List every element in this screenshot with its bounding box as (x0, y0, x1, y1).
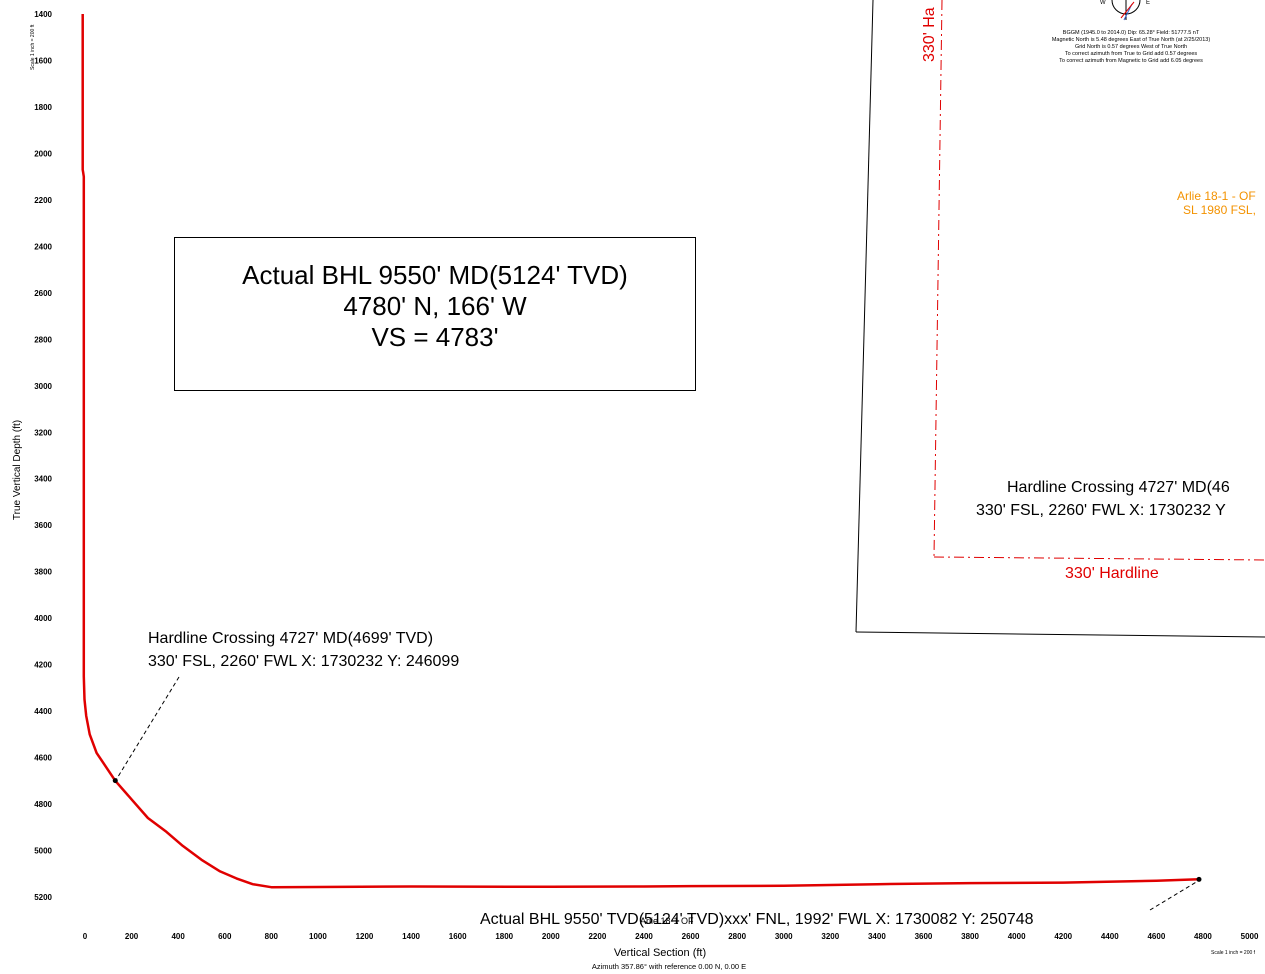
x-axis-label: Vertical Section (ft) (614, 947, 706, 959)
x-axis-sublabel: Azimuth 357.86° with reference 0.00 N, 0… (592, 962, 746, 971)
y-tick-label: 2400 (34, 242, 52, 251)
bhl-leader (1149, 880, 1199, 911)
y-tick-label: 1800 (34, 103, 52, 112)
hardline-annotation-line1: Hardline Crossing 4727' MD(4699' TVD) (148, 630, 433, 647)
x-tick-label: 1800 (495, 932, 513, 941)
hardline-leader (115, 676, 180, 781)
x-tick-label: 2800 (728, 932, 746, 941)
bhl-summary-box: Actual BHL 9550' MD(5124' TVD) 4780' N, … (174, 237, 696, 391)
x-tick-label: 1600 (449, 932, 467, 941)
scale-left: Scale 1 inch = 200 ft (30, 24, 36, 70)
x-tick-label: 600 (218, 932, 232, 941)
hardline-horizontal (933, 556, 1265, 561)
inset-well-sl: SL 1980 FSL, (1183, 203, 1256, 217)
x-tick-label: 2200 (588, 932, 606, 941)
y-tick-label: 2000 (34, 149, 52, 158)
scale-right: Scale 1 inch = 200 f (1211, 950, 1256, 956)
y-tick-label: 1400 (34, 10, 52, 19)
x-tick-label: 2000 (542, 932, 560, 941)
compass-icon (1111, 0, 1141, 21)
y-tick-label: 3800 (34, 568, 52, 577)
x-tick-label: 3600 (915, 932, 933, 941)
compass-e: E (1146, 0, 1150, 6)
inset-crossing-line1: Hardline Crossing 4727' MD(46 (1007, 479, 1230, 496)
x-tick-label: 1400 (402, 932, 420, 941)
x-tick-label: 3400 (868, 932, 886, 941)
x-tick-label: 1000 (309, 932, 327, 941)
y-tick-label: 4600 (34, 754, 52, 763)
y-tick-label: 5000 (34, 847, 52, 856)
y-tick-label: 1600 (34, 56, 52, 65)
y-tick-label: 4400 (34, 707, 52, 716)
x-tick-label: 200 (125, 932, 139, 941)
bhl-annotation: Actual BHL 9550' TVD(5124' TVD)xxx' FNL,… (480, 911, 1034, 928)
bhl-summary-line: Actual BHL 9550' MD(5124' TVD) (242, 260, 628, 290)
x-tick-label: 400 (171, 932, 185, 941)
series-line (81, 14, 1200, 889)
y-tick-label: 4000 (34, 614, 52, 623)
hardline-bottom-label: 330' Hardline (1065, 565, 1159, 582)
magnetic-note: Magnetic North is 5.48 degrees East of T… (1052, 37, 1211, 43)
hardline-vertical-label: 330' Ha (921, 7, 938, 62)
bhl-summary-line: 4780' N, 166' W (343, 291, 527, 321)
y-tick-label: 2200 (34, 196, 52, 205)
x-tick-label: 2600 (682, 932, 700, 941)
x-tick-label: 4000 (1008, 932, 1026, 941)
y-tick-label: 3000 (34, 382, 52, 391)
y-axis-label: True Vertical Depth (ft) (12, 420, 23, 520)
lease-boundary-bottom (855, 631, 1265, 638)
plan-view-inset: 330' Ha 330' Hardline Hardline Crossing … (855, 0, 1265, 638)
x-tick-label: 4200 (1054, 932, 1072, 941)
y-axis: 1400 1600 1800 2000 2200 2400 2600 2800 3000 3200… (34, 10, 52, 902)
magnetic-notes: BGGM (1945.0 to 2014.0) Dip: 65.28° Fiel… (1052, 30, 1211, 64)
x-tick-label: 3200 (821, 932, 839, 941)
x-tick-label: 4800 (1194, 932, 1212, 941)
x-tick-label: 5000 (1241, 932, 1259, 941)
inset-well-name: Arlie 18-1 - OF (1177, 189, 1256, 203)
lease-boundary-left (855, 0, 874, 633)
x-tick-label: 1200 (356, 932, 374, 941)
x-tick-label: 4600 (1147, 932, 1165, 941)
magnetic-note: BGGM (1945.0 to 2014.0) Dip: 65.28° Fiel… (1063, 30, 1200, 36)
actual-bhl-point (1196, 876, 1202, 882)
x-tick-label: 3800 (961, 932, 979, 941)
y-tick-label: 3200 (34, 428, 52, 437)
x-tick-label: 2400 (635, 932, 653, 941)
magnetic-note: Grid North is 0.57 degrees West of True … (1075, 44, 1187, 50)
x-axis: 0 200 400 600 800 1000 1200 1400 1600 1800 2000 220… (83, 932, 1259, 941)
y-tick-label: 2800 (34, 335, 52, 344)
bhl-summary-line: VS = 4783' (371, 322, 499, 352)
x-tick-label: 800 (265, 932, 279, 941)
magnetic-note: To correct azimuth from Magnetic to Grid… (1059, 58, 1203, 64)
y-tick-label: 4200 (34, 661, 52, 670)
trajectory-points (112, 778, 1202, 882)
y-tick-label: 5200 (34, 893, 52, 902)
hardline-annotation-line2: 330' FSL, 2260' FWL X: 1730232 Y: 246099 (148, 653, 459, 670)
compass-w: W (1100, 0, 1106, 6)
x-tick-label: 0 (83, 932, 88, 941)
y-tick-label: 3400 (34, 475, 52, 484)
x-tick-label: 3000 (775, 932, 793, 941)
inset-crossing-line2: 330' FSL, 2260' FWL X: 1730232 Y (976, 502, 1226, 519)
y-tick-label: 3600 (34, 521, 52, 530)
y-tick-label: 2600 (34, 289, 52, 298)
x-tick-label: 4400 (1101, 932, 1119, 941)
y-tick-label: 4800 (34, 800, 52, 809)
magnetic-note: To correct azimuth from True to Grid add… (1065, 51, 1198, 57)
overlap-label: Arlie 18-1 OF (640, 916, 694, 926)
hardline-vertical (933, 0, 943, 558)
